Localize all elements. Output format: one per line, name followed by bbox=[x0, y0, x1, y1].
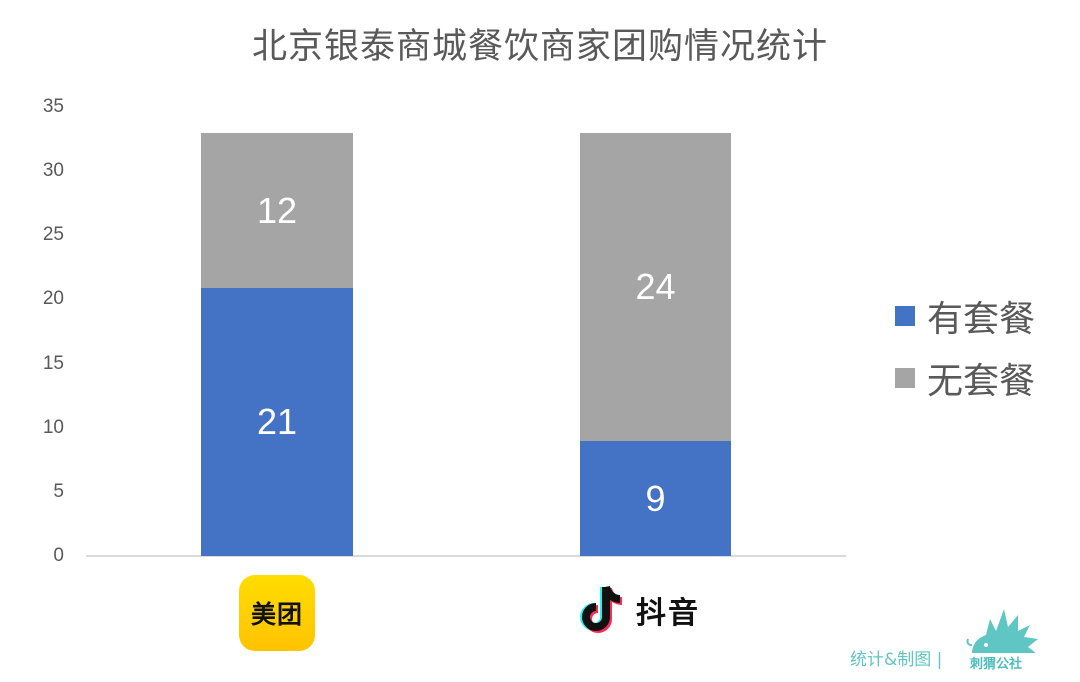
bar-segment-has-package: 9 bbox=[580, 441, 731, 556]
bar-segment-has-package: 21 bbox=[201, 288, 353, 556]
legend-item-has-package: 有套餐 bbox=[895, 290, 1035, 342]
data-label: 12 bbox=[256, 189, 298, 231]
y-tick: 15 bbox=[42, 353, 64, 374]
legend-swatch-blue bbox=[895, 306, 915, 326]
douyin-label: 抖音 bbox=[636, 596, 700, 631]
chart-title: 北京银泰商城餐饮商家团购情况统计 bbox=[251, 27, 828, 67]
y-tick: 20 bbox=[42, 288, 64, 309]
data-label: 9 bbox=[645, 477, 666, 519]
x-axis-line bbox=[86, 555, 846, 557]
bar-segment-no-package: 24 bbox=[580, 133, 731, 441]
legend-label: 无套餐 bbox=[927, 361, 1036, 402]
legend-item-no-package: 无套餐 bbox=[895, 352, 1035, 404]
meituan-logo-icon: 美团 bbox=[239, 575, 315, 651]
brand-name: 刺猬公社 bbox=[970, 657, 1023, 672]
y-tick: 0 bbox=[53, 545, 64, 566]
legend: 有套餐 无套餐 bbox=[895, 290, 1035, 414]
legend-label: 有套餐 bbox=[927, 299, 1036, 340]
legend-swatch-gray bbox=[895, 368, 915, 388]
y-tick: 35 bbox=[42, 96, 64, 117]
douyin-note-icon bbox=[580, 585, 623, 633]
y-tick: 25 bbox=[42, 224, 64, 245]
y-tick: 10 bbox=[42, 417, 64, 438]
hedgehog-logo-icon bbox=[966, 609, 1038, 653]
meituan-label: 美团 bbox=[250, 600, 303, 629]
credit-text: 统计&制图 | bbox=[850, 650, 943, 670]
data-label: 21 bbox=[256, 401, 298, 442]
douyin-category: 抖音 bbox=[578, 583, 700, 637]
data-label: 24 bbox=[635, 266, 676, 307]
y-tick: 5 bbox=[53, 481, 64, 502]
bar-segment-no-package: 12 bbox=[201, 133, 353, 288]
y-tick: 30 bbox=[42, 160, 64, 181]
